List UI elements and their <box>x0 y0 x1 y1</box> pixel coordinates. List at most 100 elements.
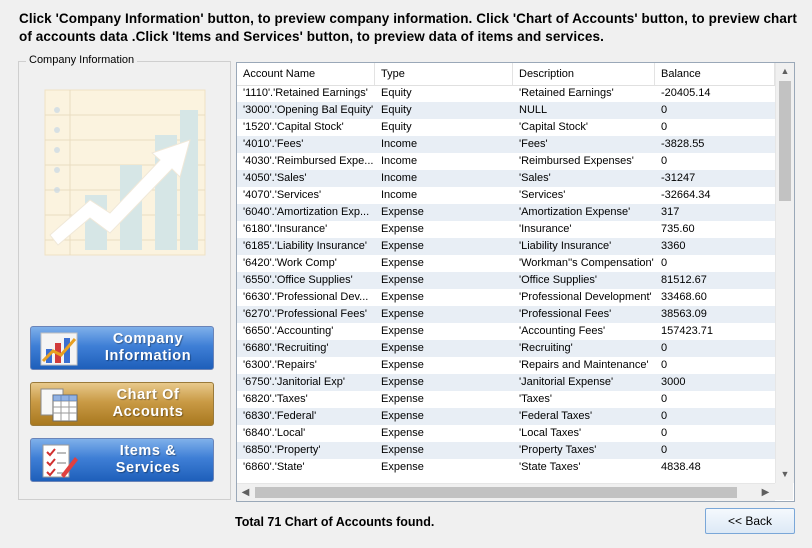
table-row[interactable]: '6300'.'Repairs' Expense 'Repairs and Main… <box>237 357 775 374</box>
table-cell: 'Liability Insurance' <box>519 240 612 252</box>
table-cell: 'Insurance' <box>519 223 572 235</box>
back-button[interactable]: << Back <box>705 508 795 534</box>
column-header-description[interactable]: Description <box>513 63 655 85</box>
table-cell: 33468.60 <box>661 291 707 303</box>
company-information-button[interactable]: Company Information <box>30 326 214 370</box>
table-cell: 0 <box>661 342 668 354</box>
table-row[interactable]: '6680'.'Recruiting' Expense 'Recruiting' 0 <box>237 340 775 357</box>
table-row[interactable]: '6840'.'Local' Expense 'Local Taxes' 0 <box>237 425 775 442</box>
table-cell: Expense <box>381 393 424 405</box>
table-row[interactable]: '4010'.'Fees' Income 'Fees' -3828.55 <box>237 136 775 153</box>
table-cell: Expense <box>381 342 424 354</box>
table-cell: '6270'.'Professional Fees' <box>243 308 367 320</box>
table-cell: 'Office Supplies' <box>519 274 597 286</box>
table-cell: '6300'.'Repairs' <box>243 359 317 371</box>
company-information-label: Company Information <box>104 331 192 364</box>
table-cell: 'Janitorial Expense' <box>519 376 614 388</box>
horizontal-scroll-thumb[interactable] <box>255 487 737 498</box>
table-row[interactable]: '4050'.'Sales' Income 'Sales' -31247 <box>237 170 775 187</box>
table-cell: '4070'.'Services' <box>243 189 322 201</box>
table-cell: 'Repairs and Maintenance' <box>519 359 649 371</box>
scroll-down-icon[interactable]: ▼ <box>780 469 790 479</box>
table-row[interactable]: '6860'.'State' Expense 'State Taxes' 4838.4… <box>237 459 775 476</box>
table-cell: '6860'.'State' <box>243 461 305 473</box>
scroll-corner <box>775 483 793 500</box>
table-cell: Expense <box>381 325 424 337</box>
table-cell: Expense <box>381 274 424 286</box>
table-row[interactable]: '6630'.'Professional Dev... Expense 'Profe… <box>237 289 775 306</box>
table-cell: '6750'.'Janitorial Exp' <box>243 376 345 388</box>
table-cell: 'Taxes' <box>519 393 552 405</box>
table-cell: Expense <box>381 359 424 371</box>
table-cell: 157423.71 <box>661 325 713 337</box>
table-row[interactable]: '6270'.'Professional Fees' Expense 'Profes… <box>237 306 775 323</box>
scroll-right-icon[interactable]: ▶ <box>761 487 770 498</box>
table-cell: 'Federal Taxes' <box>519 410 593 422</box>
table-row[interactable]: '6180'.'Insurance' Expense 'Insurance' 735.… <box>237 221 775 238</box>
table-row[interactable]: '1520'.'Capital Stock' Equity 'Capital Sto… <box>237 119 775 136</box>
table-cell: '6820'.'Taxes' <box>243 393 308 405</box>
table-cell: 3000 <box>661 376 686 388</box>
checklist-icon <box>39 443 79 479</box>
table-cell: '6650'.'Accounting' <box>243 325 334 337</box>
table-row[interactable]: '6650'.'Accounting' Expense 'Accounting Fe… <box>237 323 775 340</box>
table-cell: '1110'.'Retained Earnings' <box>243 87 368 99</box>
bar-chart-icon <box>39 331 79 367</box>
table-cell: 'Fees' <box>519 138 548 150</box>
table-cell: Expense <box>381 223 424 235</box>
table-cell: 0 <box>661 427 668 439</box>
table-cell: -3828.55 <box>661 138 705 150</box>
table-row[interactable]: '4070'.'Services' Income 'Services' -32664.… <box>237 187 775 204</box>
chart-of-accounts-button[interactable]: Chart Of Accounts <box>30 382 214 426</box>
vertical-scrollbar[interactable]: ▲ ▼ <box>775 63 794 483</box>
column-header-account-name[interactable]: Account Name <box>237 63 375 85</box>
table-cell: Expense <box>381 427 424 439</box>
table-row[interactable]: '6820'.'Taxes' Expense 'Taxes' 0 <box>237 391 775 408</box>
table-cell: 'Capital Stock' <box>519 121 589 133</box>
table-cell: '4010'.'Fees' <box>243 138 304 150</box>
group-label: Company Information <box>26 54 138 66</box>
table-cell: 'Sales' <box>519 172 551 184</box>
table-cell: '6040'.'Amortization Exp... <box>243 206 370 218</box>
accounts-grid[interactable]: Account Name Type Description Balance '1… <box>236 62 795 502</box>
table-cell: 'Accounting Fees' <box>519 325 606 337</box>
table-row[interactable]: '6420'.'Work Comp' Expense 'Workman''s Com… <box>237 255 775 272</box>
table-cell: '6420'.'Work Comp' <box>243 257 337 269</box>
table-cell: Expense <box>381 461 424 473</box>
items-services-label: Items & Services <box>115 443 181 476</box>
table-cell: 0 <box>661 104 668 116</box>
column-header-balance[interactable]: Balance <box>655 63 775 85</box>
total-count-text: Total 71 Chart of Accounts found. <box>235 515 435 529</box>
table-cell: '6630'.'Professional Dev... <box>243 291 369 303</box>
chart-of-accounts-label: Chart Of Accounts <box>112 387 184 420</box>
table-cell: 0 <box>661 410 668 422</box>
items-services-button[interactable]: Items & Services <box>30 438 214 482</box>
vertical-scroll-thumb[interactable] <box>779 81 791 201</box>
scroll-left-icon[interactable]: ◀ <box>241 487 250 498</box>
table-cell: 'Professional Fees' <box>519 308 612 320</box>
horizontal-scrollbar[interactable]: ◀ ▶ <box>237 483 775 501</box>
table-cell: Income <box>381 155 418 167</box>
table-cell: '6550'.'Office Supplies' <box>243 274 353 286</box>
table-cell: NULL <box>519 104 548 116</box>
table-row[interactable]: '6550'.'Office Supplies' Expense 'Office S… <box>237 272 775 289</box>
table-row[interactable]: '1110'.'Retained Earnings' Equity 'Retaine… <box>237 85 775 102</box>
table-cell: Equity <box>381 104 412 116</box>
table-row[interactable]: '6850'.'Property' Expense 'Property Taxes'… <box>237 442 775 459</box>
scroll-up-icon[interactable]: ▲ <box>780 66 790 76</box>
table-cell: Expense <box>381 206 424 218</box>
table-cell: 'Property Taxes' <box>519 444 597 456</box>
table-cell: 735.60 <box>661 223 695 235</box>
table-cell: '6680'.'Recruiting' <box>243 342 329 354</box>
table-cell: -31247 <box>661 172 696 184</box>
table-row[interactable]: '6750'.'Janitorial Exp' Expense 'Janitoria… <box>237 374 775 391</box>
column-header-type[interactable]: Type <box>375 63 513 85</box>
table-row[interactable]: '4030'.'Reimbursed Expe... Income 'Reimbur… <box>237 153 775 170</box>
table-row[interactable]: '3000'.'Opening Bal Equity' Equity NULL 0 <box>237 102 775 119</box>
table-row[interactable]: '6185'.'Liability Insurance' Expense 'Liab… <box>237 238 775 255</box>
table-cell: Equity <box>381 121 412 133</box>
table-row[interactable]: '6040'.'Amortization Exp... Expense 'Amort… <box>237 204 775 221</box>
table-row[interactable]: '6830'.'Federal' Expense 'Federal Taxes' 0 <box>237 408 775 425</box>
table-cell: Expense <box>381 291 424 303</box>
table-cell: 0 <box>661 121 668 133</box>
